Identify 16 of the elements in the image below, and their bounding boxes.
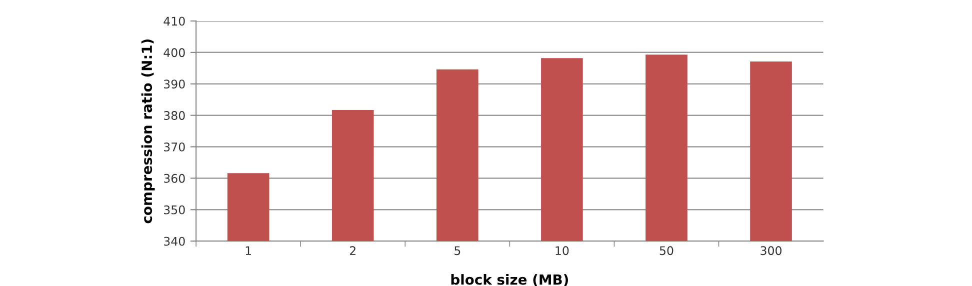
x-tick-label: 1	[246, 246, 251, 255]
y-tick-label: 340	[164, 236, 185, 246]
x-tick-label: 5	[454, 246, 460, 256]
y-axis-title: compression ratio (N:1)	[141, 39, 155, 224]
y-tick-label: 390	[164, 80, 185, 89]
y-tick-label: 400	[164, 48, 185, 58]
x-tick-label: 300	[760, 246, 782, 256]
y-tick-label: 360	[164, 174, 185, 183]
y-tick-label: 380	[164, 111, 185, 120]
x-tick-label: 10	[556, 246, 569, 256]
y-tick-label: 410	[164, 16, 185, 26]
x-tick-label: 50	[660, 246, 674, 256]
x-axis-title: block size (MB)	[451, 274, 568, 286]
x-tick-label: 2	[350, 246, 356, 255]
y-tick-label: 350	[164, 205, 185, 214]
y-tick-label: 370	[164, 142, 185, 152]
